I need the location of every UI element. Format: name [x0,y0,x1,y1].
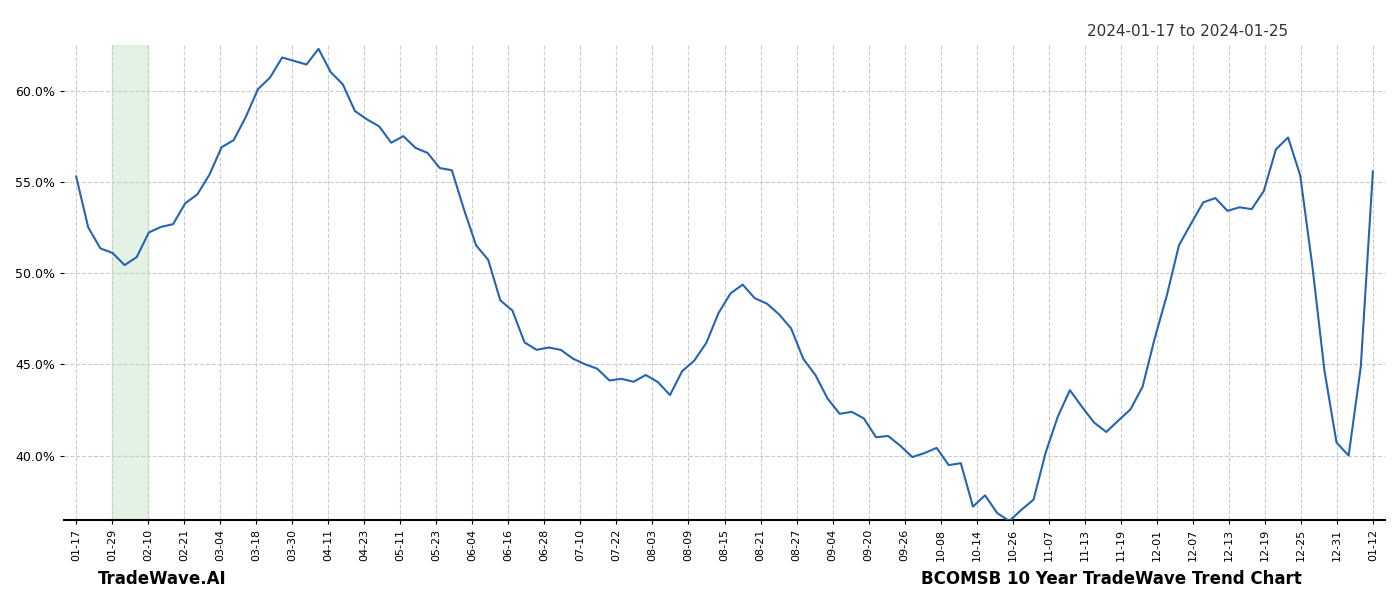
Text: 2024-01-17 to 2024-01-25: 2024-01-17 to 2024-01-25 [1086,24,1288,39]
Bar [112,45,148,520]
Text: BCOMSB 10 Year TradeWave Trend Chart: BCOMSB 10 Year TradeWave Trend Chart [921,570,1302,588]
Text: TradeWave.AI: TradeWave.AI [98,570,227,588]
